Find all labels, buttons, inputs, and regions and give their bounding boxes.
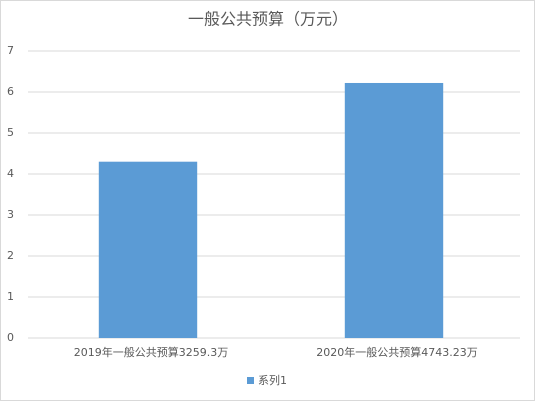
y-tick-label: 3 — [7, 208, 14, 221]
y-tick-label: 7 — [7, 44, 14, 57]
bar — [344, 82, 444, 338]
y-tick-label: 0 — [7, 331, 14, 344]
y-tick-label: 5 — [7, 126, 14, 139]
y-tick-label: 2 — [7, 249, 14, 262]
chart-title: 一般公共预算（万元） — [188, 10, 348, 29]
y-tick-label: 4 — [7, 167, 14, 180]
legend-label: 系列1 — [258, 373, 287, 387]
y-tick-label: 6 — [7, 85, 14, 98]
legend-swatch — [247, 377, 254, 384]
x-tick-label: 2020年一般公共预算4743.23万 — [316, 345, 477, 359]
x-tick-label: 2019年一般公共预算3259.3万 — [74, 345, 228, 359]
y-tick-label: 1 — [7, 290, 14, 303]
bar — [98, 161, 198, 338]
